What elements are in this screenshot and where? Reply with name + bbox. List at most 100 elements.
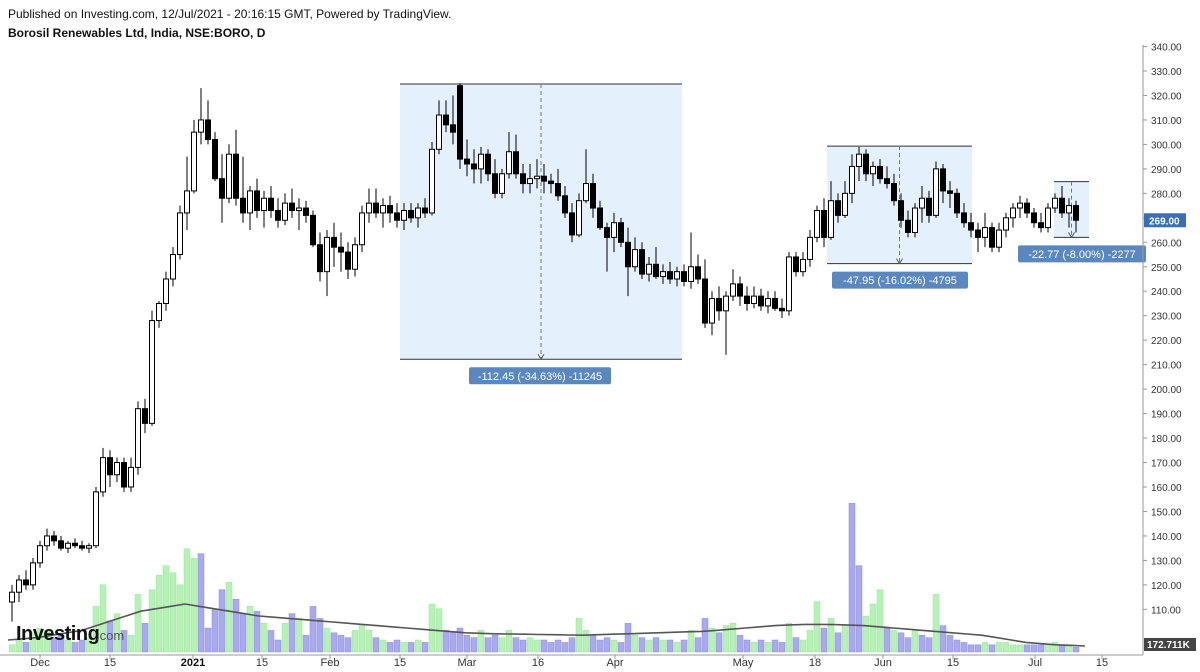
candle-body	[170, 254, 176, 280]
candle-body	[723, 295, 729, 312]
candle-body	[107, 457, 113, 476]
volume-bar	[225, 582, 233, 653]
y-tick-label: 330.00	[1151, 67, 1182, 78]
candle-body	[520, 173, 526, 185]
candle-body	[191, 131, 197, 192]
volume-bar	[260, 622, 268, 653]
volume-bar	[694, 637, 702, 653]
candle-body	[891, 183, 897, 202]
volume-bar	[673, 642, 681, 653]
volume-bar	[288, 613, 296, 653]
volume-bar	[1072, 646, 1080, 653]
investing-logo-suffix: .com	[96, 628, 124, 643]
candle-body	[856, 153, 862, 167]
candle-body	[303, 207, 309, 216]
measure-arrow	[896, 258, 903, 265]
volume-bar	[505, 630, 513, 653]
candle-body	[1059, 197, 1065, 214]
measure-label-box	[832, 271, 968, 289]
volume-bar	[442, 630, 450, 653]
volume-tag	[1144, 638, 1196, 651]
volume-bar	[386, 642, 394, 653]
candle-body	[401, 209, 407, 221]
candle-body	[933, 168, 939, 216]
volume-bar	[330, 632, 338, 653]
volume-bar	[589, 634, 597, 653]
volume-bar	[827, 618, 835, 653]
y-tick-label: 200.00	[1151, 385, 1182, 396]
candle-body	[184, 190, 190, 214]
x-tick-label: Apr	[606, 657, 623, 669]
candle-body	[457, 85, 463, 160]
candle-body	[380, 205, 386, 214]
measure-label-box	[469, 367, 611, 385]
candle-body	[58, 540, 64, 549]
candle-body	[660, 271, 666, 278]
x-tick-label: May	[733, 657, 754, 669]
candle-body	[296, 207, 302, 211]
volume-bar	[512, 637, 520, 653]
volume-bar	[1030, 644, 1038, 653]
volume-bar	[995, 642, 1003, 653]
candle-body	[534, 175, 540, 180]
candle-body	[842, 192, 848, 216]
volume-bar	[22, 642, 30, 653]
candle-body	[156, 302, 162, 322]
volume-bar	[176, 584, 184, 653]
candle-body	[709, 298, 715, 324]
candle-body	[604, 227, 610, 238]
candle-body	[1003, 217, 1009, 231]
volume-bar	[813, 601, 821, 653]
volume-bar	[568, 637, 576, 653]
candle-body	[905, 219, 911, 234]
volume-bar	[883, 627, 891, 653]
y-tick-label: 180.00	[1151, 434, 1182, 445]
volume-bar	[652, 637, 660, 653]
candle-body	[1073, 205, 1079, 221]
volume-bar	[911, 630, 919, 653]
volume-bar	[274, 639, 282, 653]
measure-label: -47.95 (-16.02%) -4795	[843, 275, 957, 287]
y-tick-label: 190.00	[1151, 410, 1182, 421]
volume-bar	[778, 642, 786, 653]
candle-body	[1010, 207, 1016, 219]
volume-bar	[904, 637, 912, 653]
volume-bar	[218, 589, 226, 653]
y-tick-label: 310.00	[1151, 116, 1182, 127]
candle-body	[16, 579, 22, 593]
volume-bar	[162, 565, 170, 653]
candle-body	[583, 183, 589, 202]
volume-bar	[820, 627, 828, 653]
volume-bar	[925, 637, 933, 653]
y-tick-label: 210.00	[1151, 361, 1182, 372]
volume-bar	[946, 634, 954, 653]
candle-body	[261, 197, 267, 211]
candle-body	[667, 271, 673, 280]
volume-bar	[197, 553, 205, 653]
candle-body	[611, 222, 617, 238]
candle-body	[1024, 202, 1030, 214]
candle-body	[317, 244, 323, 273]
candle-body	[331, 236, 337, 248]
volume-bar	[974, 644, 982, 653]
volume-bar	[477, 630, 485, 653]
volume-bar	[967, 644, 975, 653]
candle-body	[639, 249, 645, 275]
candle-body	[478, 153, 484, 170]
candle-body	[1038, 222, 1044, 229]
x-tick-label: Dec	[30, 657, 50, 669]
candle-body	[730, 283, 736, 297]
candle-body	[198, 119, 204, 133]
x-tick-label: 15	[947, 657, 959, 669]
volume-bar	[603, 637, 611, 653]
candle-body	[751, 295, 757, 304]
candle-body	[338, 246, 344, 253]
volume-bar	[554, 639, 562, 653]
volume-bar	[15, 639, 23, 653]
candle-body	[1045, 207, 1051, 229]
volume-bar	[890, 630, 898, 653]
candle-body	[800, 258, 806, 273]
volume-bar	[806, 630, 814, 653]
published-info: Published on Investing.com, 12/Jul/2021 …	[8, 7, 452, 21]
